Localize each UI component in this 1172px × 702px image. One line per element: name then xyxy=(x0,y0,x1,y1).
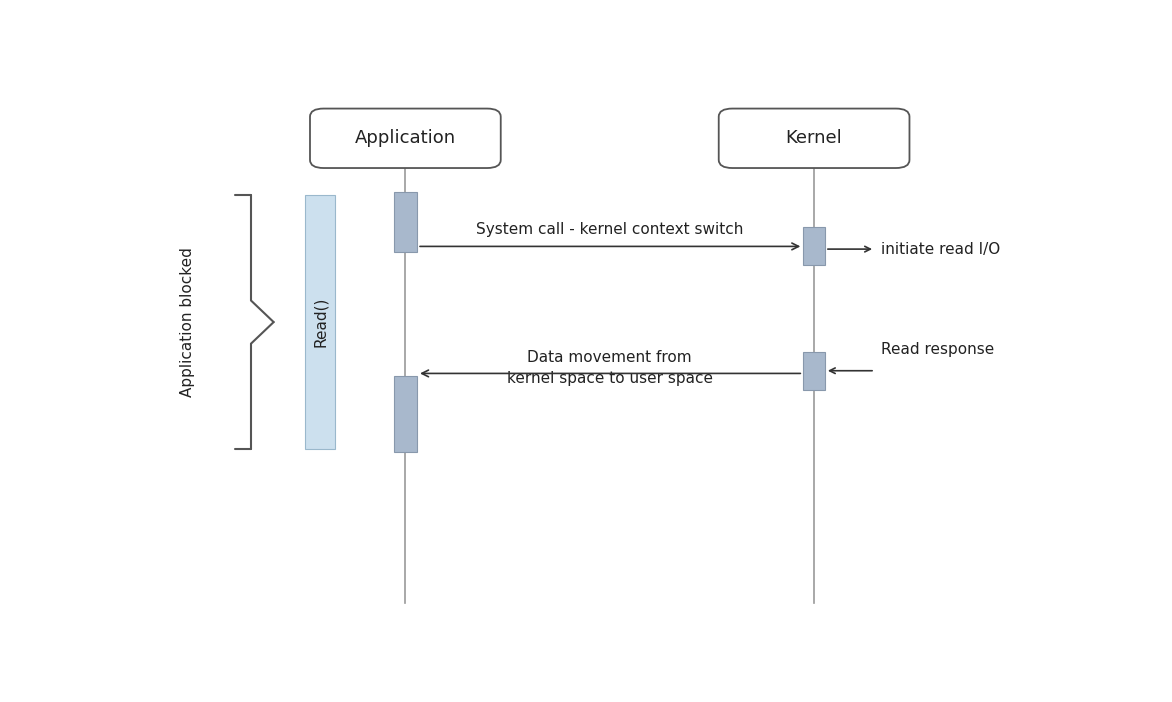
Text: kernel space to user space: kernel space to user space xyxy=(506,371,713,386)
Text: Kernel: Kernel xyxy=(785,129,843,147)
Text: System call - kernel context switch: System call - kernel context switch xyxy=(476,222,743,237)
Text: initiate read I/O: initiate read I/O xyxy=(881,241,1001,257)
Bar xyxy=(306,195,335,449)
Text: Data movement from: Data movement from xyxy=(527,350,691,365)
FancyBboxPatch shape xyxy=(718,109,909,168)
Bar xyxy=(803,352,825,390)
Text: Application blocked: Application blocked xyxy=(179,247,195,397)
Text: Read(): Read() xyxy=(313,297,328,347)
Bar xyxy=(394,192,417,252)
Bar xyxy=(394,376,417,452)
Bar xyxy=(803,227,825,265)
Text: Read response: Read response xyxy=(881,342,995,357)
Text: Application: Application xyxy=(355,129,456,147)
FancyBboxPatch shape xyxy=(309,109,500,168)
